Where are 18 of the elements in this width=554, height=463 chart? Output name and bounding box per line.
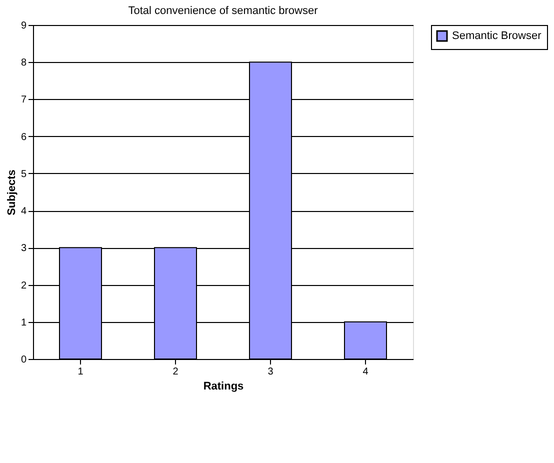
- y-tick-label: 1: [20, 317, 27, 328]
- y-tick-label: 0: [20, 354, 27, 366]
- y-tick-label: 9: [20, 20, 27, 32]
- y-tick-label: 3: [20, 243, 27, 254]
- y-tick-label: 4: [20, 206, 27, 218]
- x-tick-label: 3: [268, 366, 274, 378]
- chart-title: Total convenience of semantic browser: [128, 5, 318, 17]
- x-tick-label: 2: [172, 366, 179, 378]
- x-tick-label: 1: [78, 366, 84, 378]
- x-tick-label: 4: [362, 366, 369, 378]
- y-tick-label: 6: [20, 132, 27, 143]
- y-tick-label: 2: [20, 280, 27, 292]
- y-axis-title: Subjects: [6, 170, 18, 216]
- y-tick-label: 5: [20, 168, 27, 180]
- x-axis-title: Ratings: [203, 380, 244, 392]
- legend-label: Semantic Browser: [452, 30, 542, 42]
- y-tick-label: 7: [20, 94, 27, 106]
- y-tick-label: 8: [20, 58, 27, 69]
